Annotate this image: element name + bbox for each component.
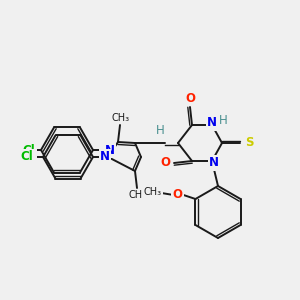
Text: N: N bbox=[209, 157, 219, 169]
Text: Cl: Cl bbox=[22, 143, 35, 157]
Text: Cl: Cl bbox=[21, 151, 33, 164]
Text: O: O bbox=[160, 157, 170, 169]
Text: O: O bbox=[185, 92, 195, 104]
Text: O: O bbox=[172, 188, 182, 202]
Text: CH₃: CH₃ bbox=[143, 187, 161, 197]
Text: H: H bbox=[219, 115, 227, 128]
Text: CH₃: CH₃ bbox=[129, 190, 147, 200]
Text: N: N bbox=[105, 143, 115, 157]
Text: N: N bbox=[207, 116, 217, 130]
Text: N: N bbox=[100, 151, 110, 164]
Text: H: H bbox=[156, 124, 164, 137]
Text: S: S bbox=[245, 136, 253, 149]
Text: CH₃: CH₃ bbox=[112, 113, 130, 123]
